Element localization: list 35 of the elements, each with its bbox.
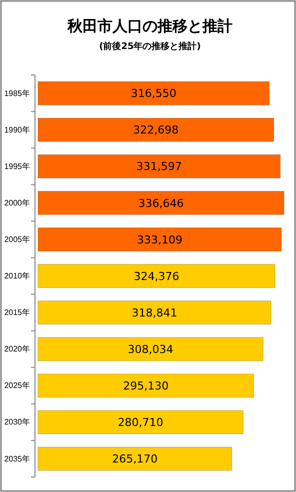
- y-tick-label: 2020年: [4, 344, 30, 354]
- bar: [38, 410, 244, 434]
- y-tick-label: 2015年: [4, 308, 30, 318]
- data-label: 322,698: [133, 124, 179, 137]
- y-tick-label: 2035年: [4, 454, 30, 464]
- data-label: 316,550: [130, 87, 176, 100]
- data-label: 295,130: [123, 379, 169, 392]
- bar: [38, 374, 254, 398]
- bar: [38, 264, 276, 288]
- bar: [38, 337, 264, 362]
- chart-title: 秋田市人口の推移と推計: [66, 17, 232, 35]
- y-tick-label: 1990年: [4, 125, 30, 134]
- data-label: 331,597: [136, 160, 182, 174]
- y-tick-label: 1995年: [4, 162, 30, 171]
- data-label: 265,170: [112, 452, 158, 466]
- bar: [38, 228, 282, 252]
- bar: [38, 300, 272, 324]
- bar: [38, 118, 274, 142]
- y-tick-label: 2000年: [4, 198, 30, 208]
- data-label: 333,109: [136, 233, 182, 246]
- bar: [38, 154, 281, 178]
- data-label: 324,376: [134, 270, 180, 283]
- y-tick-label: 1985年: [4, 88, 30, 98]
- data-label: 308,034: [128, 342, 174, 356]
- data-label: 318,841: [132, 306, 178, 320]
- bar: [38, 446, 232, 471]
- data-label: 280,710: [118, 416, 164, 430]
- y-tick-label: 2025年: [4, 381, 30, 390]
- y-tick-label: 2030年: [4, 418, 30, 427]
- y-tick-label: 2005年: [4, 235, 30, 244]
- bar: [38, 190, 284, 215]
- data-label: 336,646: [138, 196, 184, 210]
- bar: [38, 81, 270, 106]
- chart-subtitle: (前後25年の推移と推計): [99, 41, 201, 52]
- y-tick-label: 2010年: [4, 272, 30, 281]
